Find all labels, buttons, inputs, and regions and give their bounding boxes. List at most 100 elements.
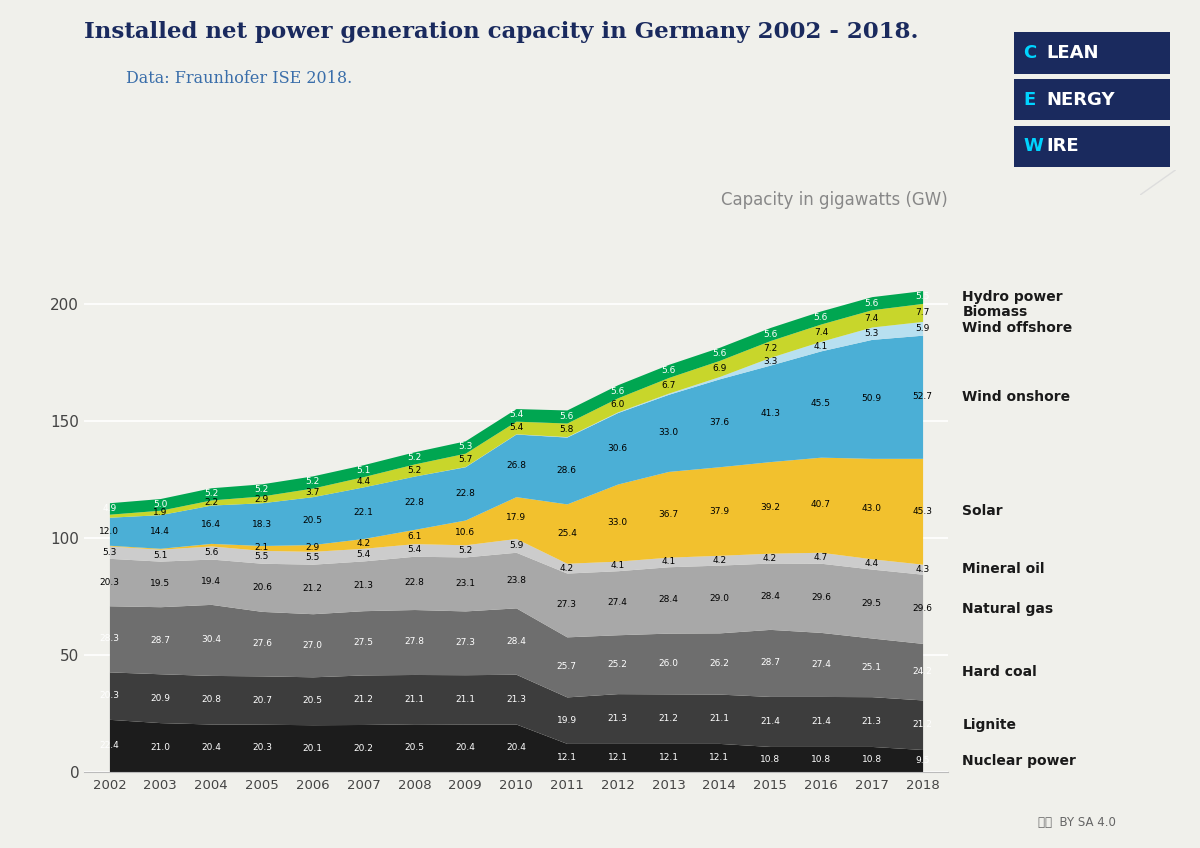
Text: 5.6: 5.6 <box>204 548 218 557</box>
Text: 25.1: 25.1 <box>862 663 882 672</box>
Text: 21.2: 21.2 <box>354 695 373 704</box>
Text: 5.5: 5.5 <box>916 293 930 302</box>
Text: 41.3: 41.3 <box>760 409 780 418</box>
Text: 3.7: 3.7 <box>306 488 320 497</box>
Text: 5.9: 5.9 <box>509 541 523 550</box>
Text: 9.5: 9.5 <box>916 756 930 765</box>
Text: 29.5: 29.5 <box>862 599 882 608</box>
Text: 22.8: 22.8 <box>404 578 425 588</box>
Text: 21.1: 21.1 <box>404 695 425 704</box>
Text: 27.5: 27.5 <box>354 639 373 647</box>
Text: 23.1: 23.1 <box>455 579 475 589</box>
Text: 26.2: 26.2 <box>709 659 730 668</box>
Text: 3.3: 3.3 <box>763 357 778 365</box>
Text: 28.4: 28.4 <box>506 637 526 645</box>
Text: E: E <box>1024 91 1036 109</box>
Text: 22.8: 22.8 <box>455 489 475 498</box>
Text: 2.9: 2.9 <box>254 495 269 504</box>
Text: 30.6: 30.6 <box>607 444 628 453</box>
Text: 25.2: 25.2 <box>607 660 628 669</box>
Text: Hard coal: Hard coal <box>962 665 1037 678</box>
Text: 21.4: 21.4 <box>811 717 830 726</box>
Text: 6.0: 6.0 <box>611 400 625 410</box>
Text: 28.7: 28.7 <box>760 658 780 667</box>
Text: 20.8: 20.8 <box>202 695 221 704</box>
Text: 4.2: 4.2 <box>356 538 371 548</box>
Text: 28.6: 28.6 <box>557 466 577 475</box>
Text: 27.4: 27.4 <box>811 660 830 669</box>
Text: 5.6: 5.6 <box>712 349 726 359</box>
Text: 12.0: 12.0 <box>100 527 120 536</box>
Text: 20.4: 20.4 <box>202 744 221 752</box>
Text: 20.3: 20.3 <box>252 744 272 752</box>
Text: 2.9: 2.9 <box>306 544 320 552</box>
Text: 5.6: 5.6 <box>864 298 878 308</box>
FancyBboxPatch shape <box>1014 79 1170 120</box>
Text: 37.9: 37.9 <box>709 506 730 516</box>
Text: 20.5: 20.5 <box>404 743 425 752</box>
Text: 5.6: 5.6 <box>661 366 676 376</box>
Text: 4.9: 4.9 <box>102 504 116 513</box>
Text: 4.1: 4.1 <box>611 561 625 571</box>
Text: 29.6: 29.6 <box>912 605 932 613</box>
Text: 14.4: 14.4 <box>150 527 170 536</box>
Text: 22.8: 22.8 <box>404 499 425 507</box>
Text: 52.7: 52.7 <box>912 393 932 401</box>
Text: 45.5: 45.5 <box>811 399 830 409</box>
Text: 10.6: 10.6 <box>455 528 475 537</box>
Text: 21.4: 21.4 <box>760 717 780 726</box>
Text: 25.4: 25.4 <box>557 529 577 538</box>
Text: Mineral oil: Mineral oil <box>962 562 1045 576</box>
Text: Capacity in gigawatts (GW): Capacity in gigawatts (GW) <box>721 191 948 209</box>
Text: 24.2: 24.2 <box>913 667 932 676</box>
Text: 4.7: 4.7 <box>814 553 828 562</box>
Text: 5.3: 5.3 <box>864 329 878 338</box>
Text: 4.1: 4.1 <box>814 342 828 350</box>
Text: 1.9: 1.9 <box>154 508 168 517</box>
Text: ⒸⒸ  BY SA 4.0: ⒸⒸ BY SA 4.0 <box>1038 817 1116 829</box>
Text: 5.2: 5.2 <box>306 477 320 487</box>
Text: 16.4: 16.4 <box>202 520 221 528</box>
Text: 27.3: 27.3 <box>557 600 577 610</box>
Text: 27.4: 27.4 <box>607 598 628 607</box>
Text: W: W <box>1024 137 1043 155</box>
Text: 5.5: 5.5 <box>306 553 320 562</box>
Text: 20.4: 20.4 <box>455 744 475 752</box>
Text: 26.8: 26.8 <box>506 460 526 470</box>
Text: Installed net power generation capacity in Germany 2002 - 2018.: Installed net power generation capacity … <box>84 21 918 43</box>
Text: 33.0: 33.0 <box>607 518 628 527</box>
Text: 37.6: 37.6 <box>709 418 730 427</box>
Text: Wind offshore: Wind offshore <box>962 321 1073 335</box>
Text: 5.4: 5.4 <box>509 423 523 432</box>
Text: 20.9: 20.9 <box>150 694 170 703</box>
Text: 21.1: 21.1 <box>709 714 730 723</box>
Text: 25.7: 25.7 <box>557 662 577 672</box>
Text: 5.6: 5.6 <box>559 412 574 421</box>
Text: Solar: Solar <box>962 505 1003 518</box>
Text: 20.4: 20.4 <box>506 744 526 752</box>
Text: 4.3: 4.3 <box>916 565 930 574</box>
Text: 5.2: 5.2 <box>407 466 421 475</box>
Text: 50.9: 50.9 <box>862 394 882 404</box>
Text: 18.3: 18.3 <box>252 520 272 528</box>
Text: 4.4: 4.4 <box>865 560 878 568</box>
Text: C: C <box>1024 44 1037 62</box>
Text: 5.5: 5.5 <box>254 552 269 561</box>
Text: 20.3: 20.3 <box>100 577 120 587</box>
FancyBboxPatch shape <box>1014 32 1170 74</box>
Text: Hydro power: Hydro power <box>962 290 1063 304</box>
Text: 4.1: 4.1 <box>661 557 676 566</box>
Text: 5.8: 5.8 <box>559 426 574 434</box>
Text: Nuclear power: Nuclear power <box>962 754 1076 767</box>
Text: 26.0: 26.0 <box>659 659 678 668</box>
Text: 27.8: 27.8 <box>404 638 425 646</box>
Text: 7.4: 7.4 <box>865 314 878 323</box>
Text: 40.7: 40.7 <box>811 500 830 509</box>
Text: 12.1: 12.1 <box>659 753 678 762</box>
Text: 19.5: 19.5 <box>150 579 170 589</box>
Text: 12.1: 12.1 <box>709 753 730 762</box>
Text: 12.1: 12.1 <box>557 753 577 762</box>
Text: 5.1: 5.1 <box>154 550 168 560</box>
Text: 5.1: 5.1 <box>356 466 371 475</box>
Text: 21.3: 21.3 <box>354 581 373 590</box>
